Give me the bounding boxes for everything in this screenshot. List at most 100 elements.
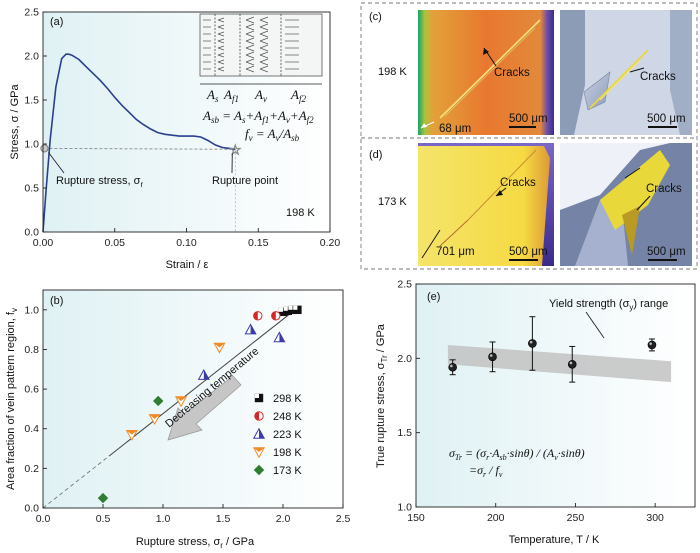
rupture-stress-point-highlight	[450, 364, 453, 368]
yield-strength-label: Yield strength (σy) range	[549, 298, 668, 312]
point-223K-half	[279, 332, 285, 342]
cracks-label-c-left: Cracks	[494, 67, 530, 79]
panel-a-xtick-label: 0.00	[33, 237, 54, 249]
panel-c-label: (c)	[369, 11, 382, 23]
inset-stroke-f1	[217, 31, 225, 37]
point-173K	[97, 492, 109, 504]
panel-b-xlabel: Rupture stress, σr / GPa	[136, 536, 255, 550]
point-198K-half	[126, 430, 137, 435]
panel-b-legend: 298 K 248 K 223 K 198 K 173 K	[252, 393, 302, 477]
cracks-label-d-left: Cracks	[500, 177, 536, 189]
legend-marker-173K	[253, 464, 265, 476]
inset-stroke-f1	[217, 66, 225, 72]
scale-bar-c-right: 500 μm	[647, 113, 686, 125]
inset-chevron	[245, 30, 269, 38]
scale-bar-c-left: 500 μm	[509, 113, 548, 125]
panel-e-xtick-label: 250	[567, 512, 585, 524]
rupture-stress-point-highlight	[489, 354, 493, 357]
legend-label-248K: 248 K	[273, 411, 302, 423]
panel-a-ytick-label: 1.5	[24, 95, 39, 107]
point-223K-half	[203, 370, 209, 380]
panel-e-ytick-label: 2.0	[397, 353, 412, 365]
legend-label-173K: 173 K	[273, 465, 302, 477]
panel-e-ylabel: True rupture stress, σTr / GPa	[375, 323, 389, 468]
legend-label-198K: 198 K	[273, 447, 302, 459]
dimension-68um: 68 μm	[439, 123, 471, 135]
legend-label-223K: 223 K	[273, 429, 302, 441]
point-198K-half	[214, 343, 225, 348]
yield-strength-band	[447, 344, 672, 383]
formula-line-1: σTr = (σr·Asb·sinθ) / (Av·sinθ)	[449, 446, 585, 462]
panel-e-xtick-label: 150	[407, 512, 425, 524]
legend-marker-248K-half	[254, 411, 259, 421]
equation-asb: Asb = As+Af1+Av+Af2	[202, 108, 314, 125]
crack-arrow-c-right	[629, 67, 645, 73]
micrograph-c-left: Cracks 500 μm 68 μm	[418, 10, 554, 135]
panel-a-xtick-label: 0.15	[248, 237, 269, 249]
panel-b-ytick-label: 0.8	[24, 344, 39, 356]
micrograph-d-right: Cracks 500 μm	[560, 143, 692, 266]
panel-e-label: (e)	[427, 291, 440, 303]
micrograph-d-left: Cracks 701 μm 500 μm	[418, 143, 554, 266]
panel-e-frame	[415, 283, 696, 508]
cracks-label-d-right: Cracks	[646, 183, 682, 195]
point-298K-half	[278, 307, 283, 312]
inset-label-av: Av	[254, 87, 267, 104]
inset-stroke-f1	[217, 59, 225, 65]
scale-bar-d-right: 500 μm	[647, 246, 686, 258]
point-198K-half	[175, 396, 187, 401]
panel-b-ylabel: Area fraction of vein pattern region, fv	[5, 308, 19, 490]
panel-e-ytick-label: 2.5	[397, 279, 412, 291]
inset-chevron	[245, 65, 269, 73]
panel-b-label: (b)	[50, 295, 63, 307]
rupture-stress-label: Rupture stress, σr	[56, 175, 143, 189]
point-223K-half	[250, 324, 256, 334]
rupture-stress-point-highlight	[529, 340, 533, 344]
point-248K-half	[271, 311, 276, 320]
crack-arrow-d-right-2	[636, 195, 651, 211]
rupture-stress-point	[528, 339, 537, 348]
panel-e-xtick-label: 200	[487, 512, 505, 524]
temp-label-c: 198 K	[378, 66, 407, 78]
crack-arrow-d-right-1	[624, 167, 641, 179]
inset-chevron	[245, 44, 269, 52]
panel-b-plot-bg	[43, 290, 343, 508]
panel-e-ytick-label: 1.5	[397, 427, 412, 439]
panel-e: Yield strength (σy) range σTr = (σr·Asb·…	[375, 279, 696, 546]
legend-marker-198K-half	[253, 447, 265, 452]
panel-a-xtick-label: 0.20	[320, 237, 341, 249]
rupture-stress-point-highlight	[649, 342, 652, 345]
legend-label-298K: 298 K	[273, 393, 302, 405]
inset-chevron	[245, 51, 269, 59]
inset-label-as: As	[206, 87, 219, 104]
inset-frame	[199, 13, 323, 77]
inset-chevron	[245, 58, 269, 66]
panel-b-xtick-label: 1.5	[216, 513, 231, 525]
equation-fv: fv = Av/Asb	[245, 126, 300, 143]
rupture-stress-point	[488, 352, 497, 362]
panel-a-label: (a)	[50, 16, 63, 28]
panel-e-plot-bg	[416, 284, 695, 507]
temp-label-d: 173 K	[378, 196, 407, 208]
point-298K-half	[288, 305, 293, 310]
panel-e-xlabel: Temperature, T / K	[509, 534, 600, 546]
rupture-stress-dashed-line	[44, 147, 236, 150]
inset-chevron	[245, 37, 269, 45]
inset-stroke-f1	[217, 17, 225, 23]
decreasing-temperature-arrow	[167, 374, 242, 441]
scale-bar-d-left: 500 μm	[509, 246, 548, 258]
rupture-stress-point	[448, 362, 457, 372]
panel-b-xtick-label: 0.0	[36, 513, 51, 525]
panel-e-ytick-label: 1.0	[397, 502, 412, 514]
panel-a-ytick-label: 2.0	[24, 51, 39, 63]
panel-b-ytick-label: 0.0	[24, 503, 39, 515]
rupture-stress-point-highlight	[569, 361, 573, 365]
panel-a-ytick-label: 1.0	[24, 139, 39, 151]
panel-a-xtick-label: 0.05	[105, 237, 126, 249]
panel-b-xtick-label: 2.5	[336, 513, 351, 525]
panel-a-ytick-label: 0.5	[24, 183, 39, 195]
inset-chevron	[245, 23, 269, 31]
rupture-point-label: Rupture point	[212, 175, 278, 187]
rupture-stress-point	[567, 359, 577, 369]
